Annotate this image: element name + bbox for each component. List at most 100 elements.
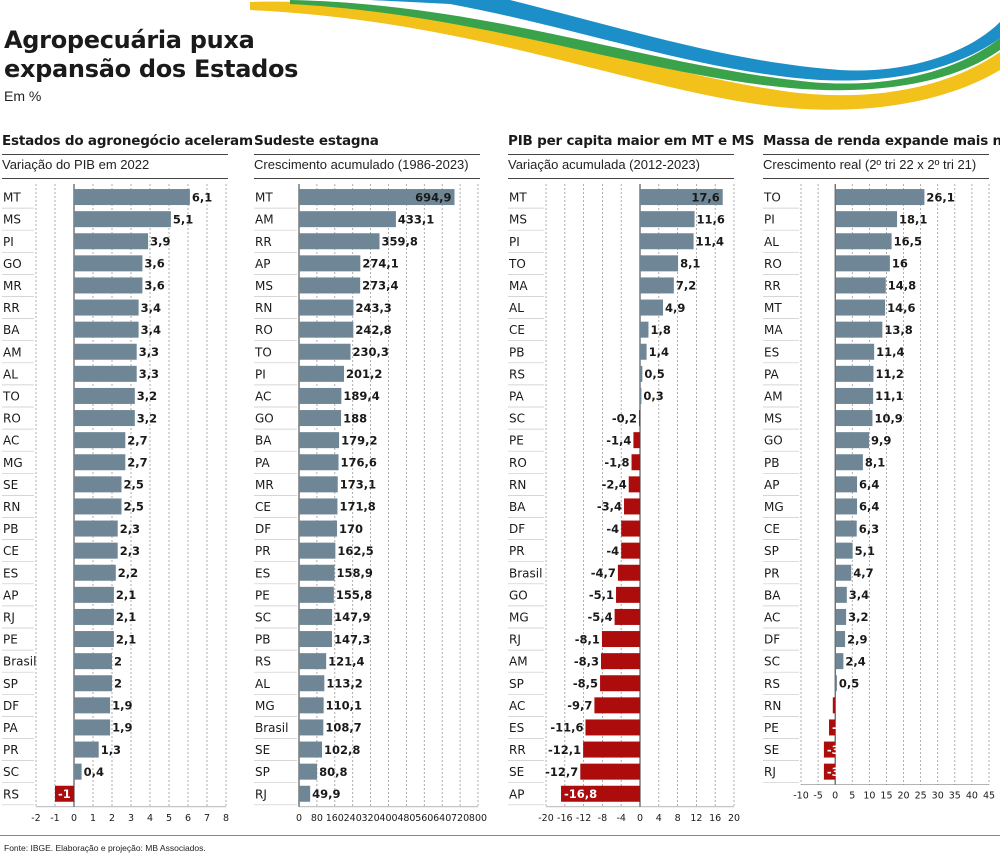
data-label: 7,2 [676, 279, 696, 293]
x-tick-label: -20 [538, 813, 554, 824]
chart-subtitle: Crescimento acumulado (1986-2023) [254, 157, 469, 172]
bar [299, 719, 324, 736]
category-label: PE [509, 434, 524, 448]
category-label: RN [255, 301, 272, 315]
bar [835, 476, 858, 493]
bar [74, 675, 112, 692]
bar [835, 321, 883, 338]
category-label: SE [255, 743, 270, 757]
bar [299, 299, 354, 316]
category-label: BA [764, 588, 781, 602]
chart-title: Sudeste estagna [254, 133, 379, 149]
bar [74, 432, 126, 449]
x-tick-label: -4 [616, 813, 625, 824]
x-tick-label: 45 [983, 791, 995, 802]
category-label: GO [3, 257, 22, 271]
category-label: AL [764, 235, 779, 249]
category-label: SC [255, 610, 271, 624]
data-label: 8,1 [680, 257, 700, 271]
category-label: BA [3, 323, 20, 337]
category-label: AC [764, 610, 780, 624]
data-label: -8,5 [573, 676, 598, 690]
category-label: RS [764, 677, 780, 691]
category-label: SP [764, 544, 779, 558]
bar [561, 785, 640, 802]
category-label: RO [509, 456, 527, 470]
x-tick-label: 40 [966, 791, 978, 802]
category-label: BA [509, 500, 526, 514]
x-tick-label: -10 [793, 791, 809, 802]
category-label: TO [254, 345, 272, 359]
category-label: TO [2, 389, 20, 403]
chart-title: PIB per capita maior em MT e MS [508, 133, 755, 149]
data-label: 3,2 [137, 411, 157, 425]
category-label: RR [509, 743, 526, 757]
data-label: 6,4 [859, 478, 879, 492]
bar [74, 498, 122, 515]
bar [299, 653, 327, 670]
x-tick-label: 7 [204, 813, 210, 824]
data-label: 162,5 [337, 544, 373, 558]
data-label: 359,8 [382, 234, 418, 248]
data-label: -4,7 [591, 566, 616, 580]
x-tick-label: 0 [71, 813, 77, 824]
x-tick-label: 0 [637, 813, 643, 824]
title-line-1: Agropecuária puxa [4, 26, 255, 54]
bar [628, 476, 640, 493]
data-label: 3,3 [139, 345, 159, 359]
data-label: -3,3 [827, 743, 852, 757]
bar [299, 189, 455, 206]
category-label: GO [764, 434, 783, 448]
data-label: -0,2 [612, 411, 637, 425]
bar [600, 675, 640, 692]
x-tick-label: 320 [362, 813, 380, 824]
category-label: GO [255, 412, 274, 426]
data-label: 147,3 [334, 632, 370, 646]
bar [640, 255, 679, 272]
data-label: 2,7 [127, 455, 147, 469]
bar [835, 410, 873, 427]
category-label: SE [764, 743, 779, 757]
x-tick-label: -12 [576, 813, 592, 824]
category-label: PB [509, 345, 524, 359]
category-label: AL [255, 677, 270, 691]
bar [74, 255, 143, 272]
bar [299, 387, 342, 404]
data-label: 1,3 [101, 743, 121, 757]
bar [299, 255, 361, 272]
bar [299, 785, 311, 802]
bar [835, 277, 886, 294]
data-label: 11,4 [876, 345, 904, 359]
bar [74, 365, 137, 382]
bar [835, 233, 892, 250]
bar [835, 299, 886, 316]
chart-svg: -20 -16 -12 -8 -4 0 4 8 12 16 20 MT MS PI TO MA AL CE PB RS… [508, 184, 740, 824]
data-label: 6,3 [859, 522, 879, 536]
category-label: GO [509, 588, 528, 602]
category-label: AC [3, 434, 19, 448]
data-label: 5,1 [855, 544, 875, 558]
bar [640, 343, 647, 360]
x-tick-label: 480 [397, 813, 415, 824]
x-tick-label: -8 [598, 813, 607, 824]
data-label: 49,9 [312, 787, 340, 801]
category-label: MG [255, 699, 275, 713]
category-label: MA [509, 279, 528, 293]
data-label: 0,3 [643, 389, 663, 403]
data-label: 9,9 [871, 433, 891, 447]
category-label: AM [3, 345, 22, 359]
bar [74, 631, 114, 648]
category-label: PR [509, 544, 525, 558]
x-tick-label: 800 [469, 813, 487, 824]
data-label: 201,2 [346, 367, 382, 381]
data-label: 274,1 [362, 257, 398, 271]
data-label: -8,3 [574, 654, 599, 668]
x-tick-label: 720 [451, 813, 469, 824]
category-label: SE [509, 765, 524, 779]
category-label: RJ [509, 633, 521, 647]
data-label: 1,9 [112, 721, 132, 735]
data-label: 11,1 [875, 389, 903, 403]
bar [640, 277, 674, 294]
category-label: RJ [764, 765, 776, 779]
page-subtitle: Em % [4, 88, 42, 104]
